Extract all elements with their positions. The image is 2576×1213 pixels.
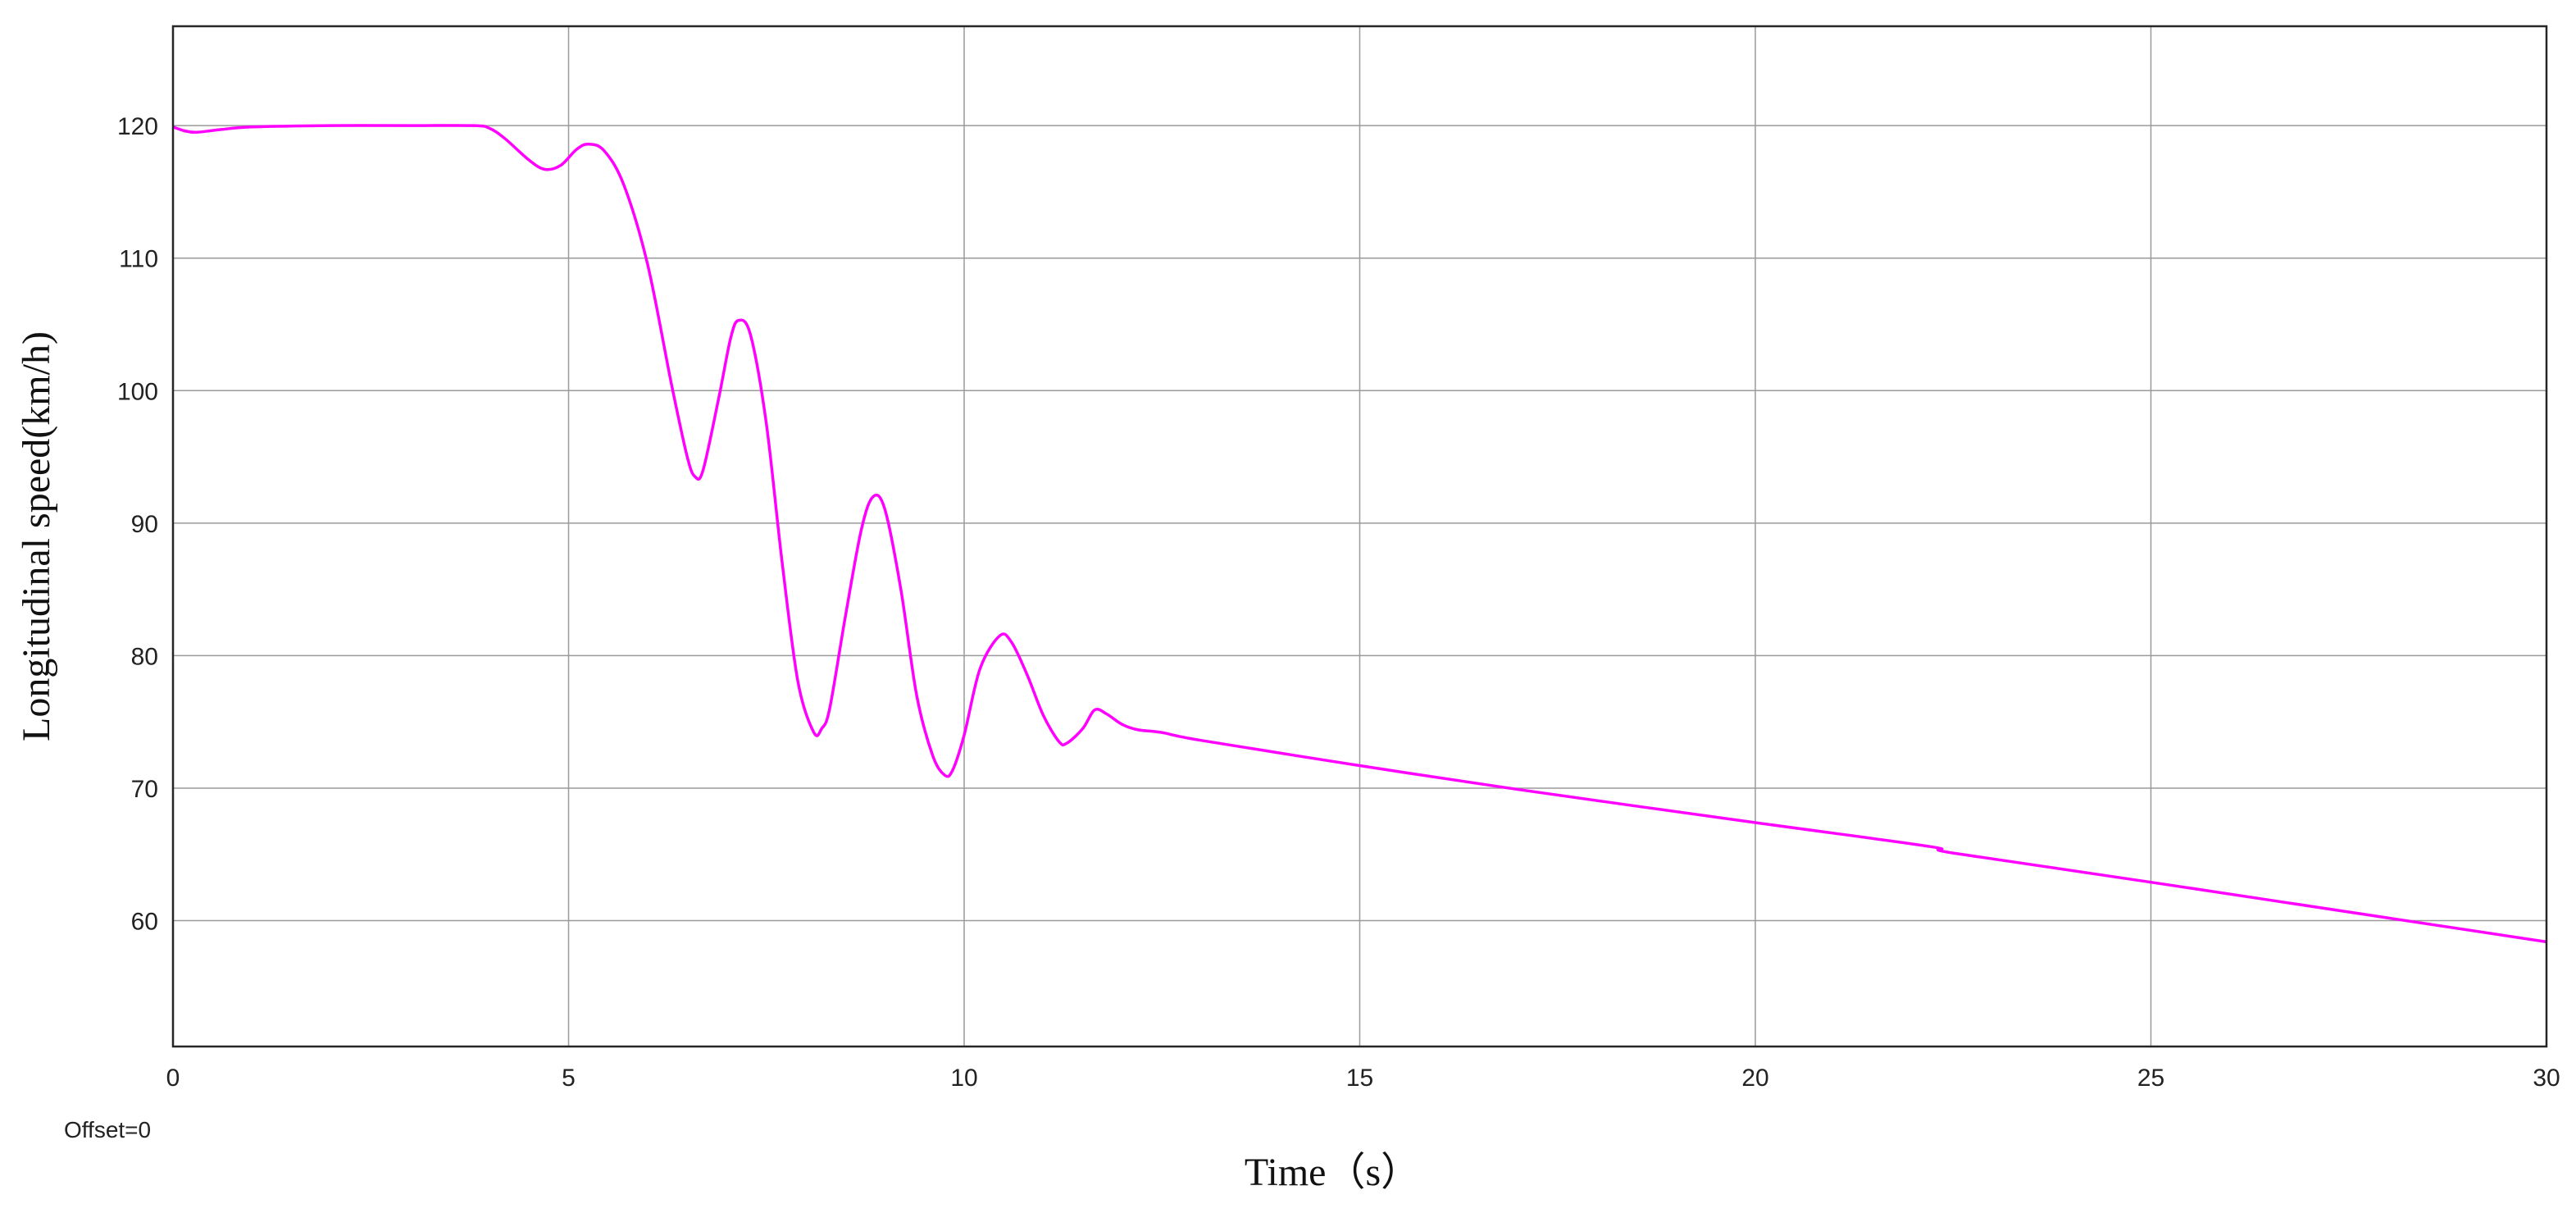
x-tick-label: 5 xyxy=(562,1065,576,1092)
x-axis-title: Time（s） xyxy=(1245,1151,1420,1194)
y-tick-label: 120 xyxy=(117,113,158,140)
x-tick-label: 25 xyxy=(2137,1065,2164,1092)
y-tick-label: 100 xyxy=(117,378,158,405)
y-tick-label: 110 xyxy=(119,246,158,273)
y-tick-label: 80 xyxy=(131,643,158,670)
series-layer xyxy=(172,124,2547,944)
offset-label: Offset=0 xyxy=(64,1117,152,1142)
grid-lines xyxy=(173,26,2546,1047)
plot-frame xyxy=(171,25,2548,1048)
x-tick-label: 15 xyxy=(1346,1065,1373,1092)
y-tick-label: 90 xyxy=(131,511,158,538)
y-axis-title: Longitudinal speed(km/h) xyxy=(15,331,58,741)
speed-series-line xyxy=(172,124,2547,944)
x-tick-label: 20 xyxy=(1741,1065,1768,1092)
y-tick-label: 70 xyxy=(131,776,158,803)
x-tick-label: 0 xyxy=(166,1065,180,1092)
x-tick-labels: 0 5 10 15 20 25 30 xyxy=(166,1065,2560,1092)
y-tick-label: 60 xyxy=(131,909,158,936)
x-tick-label: 30 xyxy=(2533,1065,2560,1092)
y-tick-labels: 60 70 80 90 100 110 120 xyxy=(117,113,158,935)
x-tick-label: 10 xyxy=(950,1065,977,1092)
